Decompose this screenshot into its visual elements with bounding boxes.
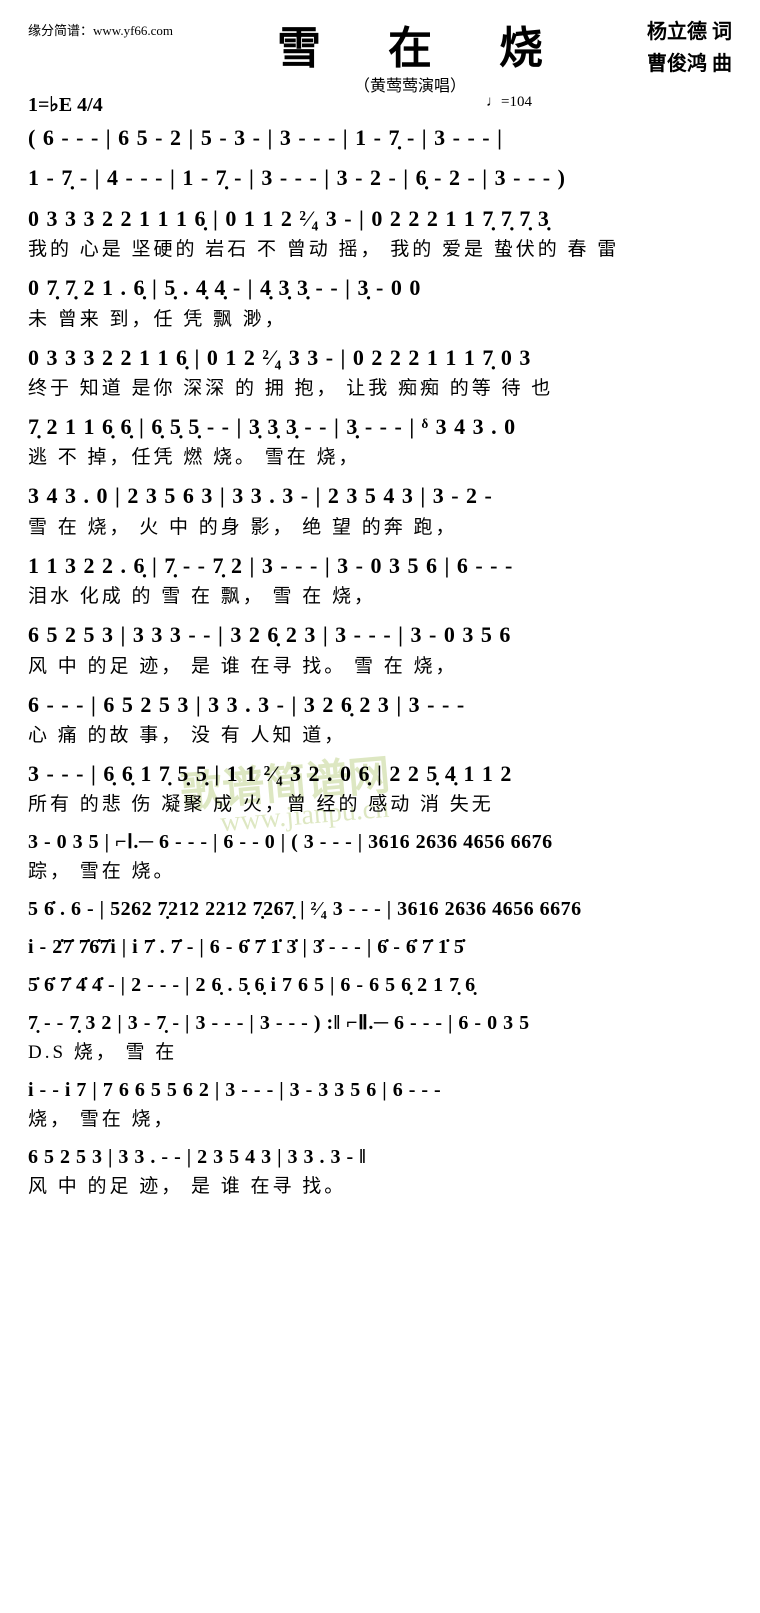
header: 缘分简谱：www.yf66.com 雪 在 烧 （黄莺莺演唱） 杨立德 词 曹俊… [28,12,732,96]
score-line: 5̇ 6̇ 7̇ 4̇ 4̇ - | 2 - - - | 2 6̣ . 5̣ 6… [28,973,732,997]
song-title: 雪 在 烧 [173,12,647,76]
lyrics-row: 泪水 化成 的 雪 在 飘， 雪 在 烧， [28,581,732,608]
notation-row: 3 - - - | 6̣ 6̣ 1 7̣ 5̣ 5̣ | 1 1 ²⁄₄ 3 2… [28,761,732,787]
notation-row: 5̇ 6̇ 7̇ 4̇ 4̇ - | 2 - - - | 2 6̣ . 5̣ 6… [28,973,732,997]
notation-row: 0 7̣ 7̣ 2 1 . 6̣ | 5̣ . 4̣ 4̣ - | 4̣ 3̣ … [28,275,732,301]
notation-row: 5 6̇ . 6 - | 5262 7̣212 2212 7̣267̣ | ²⁄… [28,897,732,921]
score-line: i - - i 7 | 7 6 6 5 5 6 2 | 3 - - - | 3 … [28,1078,732,1131]
notation-row: 6 - - - | 6 5 2 5 3 | 3 3 . 3 - | 3 2 6̣… [28,692,732,718]
score-line: 7̣ 2 1 1 6̣ 6̣ | 6̣ 5̣ 5̣ - - | 3̣ 3̣ 3̣… [28,414,732,469]
lyrics-row: 未 曾来 到，任 凭 飘 渺， [28,304,732,331]
notation-row: i - - i 7 | 7 6 6 5 5 6 2 | 3 - - - | 3 … [28,1078,732,1102]
lyrics-row: 风 中 的足 迹， 是 谁 在寻 找。 雪 在 烧， [28,651,732,678]
notation-row: i - 2̇7̇ 7̇6̇7̇i | i 7̇ . 7̇ - | 6 - 6̇ … [28,935,732,959]
notation-row: 0 3 3 3 2 2 1 1 1 6̣ | 0 1 1 2 ²⁄₄ 3 - |… [28,206,732,232]
lyrics-row: 风 中 的足 迹， 是 谁 在寻 找。 [28,1171,732,1198]
score-line: 0 3 3 3 2 2 1 1 1 6̣ | 0 1 1 2 ²⁄₄ 3 - |… [28,206,732,261]
score-line: 6 - - - | 6 5 2 5 3 | 3 3 . 3 - | 3 2 6̣… [28,692,732,747]
notation-row: 6 5 2 5 3 | 3 3 3 - - | 3 2 6̣ 2 3 | 3 -… [28,622,732,648]
notation-row: 0 3 3 3 2 2 1 1 6̣ | 0 1 2 ²⁄₄ 3 3 - | 0… [28,345,732,371]
score-body: ( 6 - - - | 6 5 - 2 | 5 - 3 - | 3 - - - … [28,125,732,1198]
lyrics-row: 心 痛 的故 事， 没 有 人知 道， [28,720,732,747]
score-line: 0 3 3 3 2 2 1 1 6̣ | 0 1 2 ²⁄₄ 3 3 - | 0… [28,345,732,400]
performer-subtitle: （黄莺莺演唱） [173,72,647,96]
notation-row: 7̣ 2 1 1 6̣ 6̣ | 6̣ 5̣ 5̣ - - | 3̣ 3̣ 3̣… [28,414,732,440]
notation-row: ( 6 - - - | 6 5 - 2 | 5 - 3 - | 3 - - - … [28,125,732,151]
score-line: 0 7̣ 7̣ 2 1 . 6̣ | 5̣ . 4̣ 4̣ - | 4̣ 3̣ … [28,275,732,330]
lyrics-row: 终于 知道 是你 深深 的 拥 抱， 让我 痴痴 的等 待 也 [28,373,732,400]
tempo-marking: ♩=104 [486,94,532,111]
lyrics-row: 我的 心是 坚硬的 岩石 不 曾动 摇， 我的 爱是 蛰伏的 春 雷 [28,234,732,261]
score-line: 1 1 3 2 2 . 6̣ | 7̣ - - 7̣ 2 | 3 - - - |… [28,553,732,608]
score-line: 5 6̇ . 6 - | 5262 7̣212 2212 7̣267̣ | ²⁄… [28,897,732,921]
notation-row: 1 - 7̣ - | 4 - - - | 1 - 7̣ - | 3 - - - … [28,165,732,191]
score-line: 6 5 2 5 3 | 3 3 . - - | 2 3 5 4 3 | 3 3 … [28,1145,732,1198]
lyricist-credit: 杨立德 词 [647,16,732,48]
score-line: 3 - - - | 6̣ 6̣ 1 7̣ 5̣ 5̣ | 1 1 ²⁄₄ 3 2… [28,761,732,816]
lyrics-row: 踪， 雪在 烧。 [28,856,732,883]
notation-row: 3 - 0 3 5 | ⌐Ⅰ.─ 6 - - - | 6 - - 0 | ( 3… [28,830,732,854]
score-line: 1 - 7̣ - | 4 - - - | 1 - 7̣ - | 3 - - - … [28,165,732,191]
score-line: 6 5 2 5 3 | 3 3 3 - - | 3 2 6̣ 2 3 | 3 -… [28,622,732,677]
lyrics-row: 逃 不 掉，任凭 燃 烧。 雪在 烧， [28,442,732,469]
lyrics-row: 所有 的悲 伤 凝聚 成 火，曾 经的 感动 消 失无 [28,789,732,816]
score-line: 3 4 3 . 0 | 2 3 5 6 3 | 3 3 . 3 - | 2 3 … [28,483,732,538]
score-line: i - 2̇7̇ 7̇6̇7̇i | i 7̇ . 7̇ - | 6 - 6̇ … [28,935,732,959]
notation-row: 3 4 3 . 0 | 2 3 5 6 3 | 3 3 . 3 - | 2 3 … [28,483,732,509]
lyrics-row: D.S 烧， 雪 在 [28,1037,732,1064]
lyrics-row: 烧， 雪在 烧， [28,1104,732,1131]
composer-credit: 曹俊鸿 曲 [647,48,732,80]
score-line: 7̣ - - 7̣ 3 2 | 3 - 7̣ - | 3 - - - | 3 -… [28,1011,732,1064]
notation-row: 1 1 3 2 2 . 6̣ | 7̣ - - 7̣ 2 | 3 - - - |… [28,553,732,579]
score-line: ( 6 - - - | 6 5 - 2 | 5 - 3 - | 3 - - - … [28,125,732,151]
notation-row: 7̣ - - 7̣ 3 2 | 3 - 7̣ - | 3 - - - | 3 -… [28,1011,732,1035]
score-line: 3 - 0 3 5 | ⌐Ⅰ.─ 6 - - - | 6 - - 0 | ( 3… [28,830,732,883]
lyrics-row: 雪 在 烧， 火 中 的身 影， 绝 望 的奔 跑， [28,512,732,539]
notation-row: 6 5 2 5 3 | 3 3 . - - | 2 3 5 4 3 | 3 3 … [28,1145,732,1169]
source-url: 缘分简谱：www.yf66.com [28,12,173,39]
